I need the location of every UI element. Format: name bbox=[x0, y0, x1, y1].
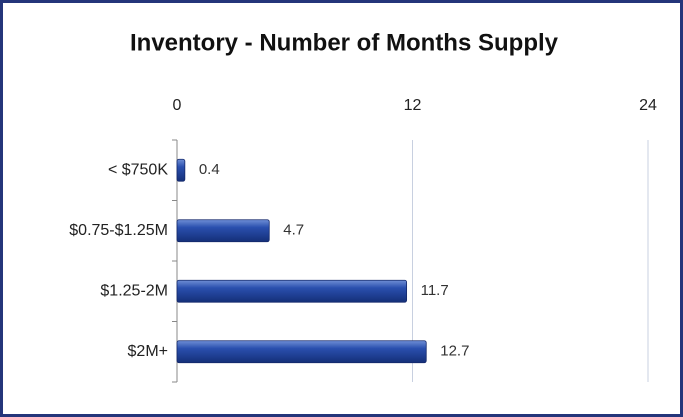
value-label: 0.4 bbox=[199, 161, 220, 178]
value-label: 4.7 bbox=[283, 222, 304, 239]
value-label: 11.7 bbox=[421, 282, 449, 299]
x-tick-label: 0 bbox=[173, 97, 182, 114]
y-tick-label: $2M+ bbox=[128, 343, 168, 360]
chart-title: Inventory - Number of Months Supply bbox=[130, 29, 559, 56]
bar bbox=[176, 340, 427, 364]
bar bbox=[176, 158, 186, 182]
value-label: 12.7 bbox=[440, 343, 469, 360]
bar bbox=[176, 219, 270, 243]
x-tick-label: 12 bbox=[404, 97, 422, 114]
y-tick-label: < $750K bbox=[108, 161, 168, 178]
y-tick-label: $1.25-2M bbox=[100, 282, 168, 299]
x-tick-label: 24 bbox=[639, 97, 657, 114]
y-tick-label: $0.75-$1.25M bbox=[69, 222, 168, 239]
bar bbox=[176, 279, 408, 303]
